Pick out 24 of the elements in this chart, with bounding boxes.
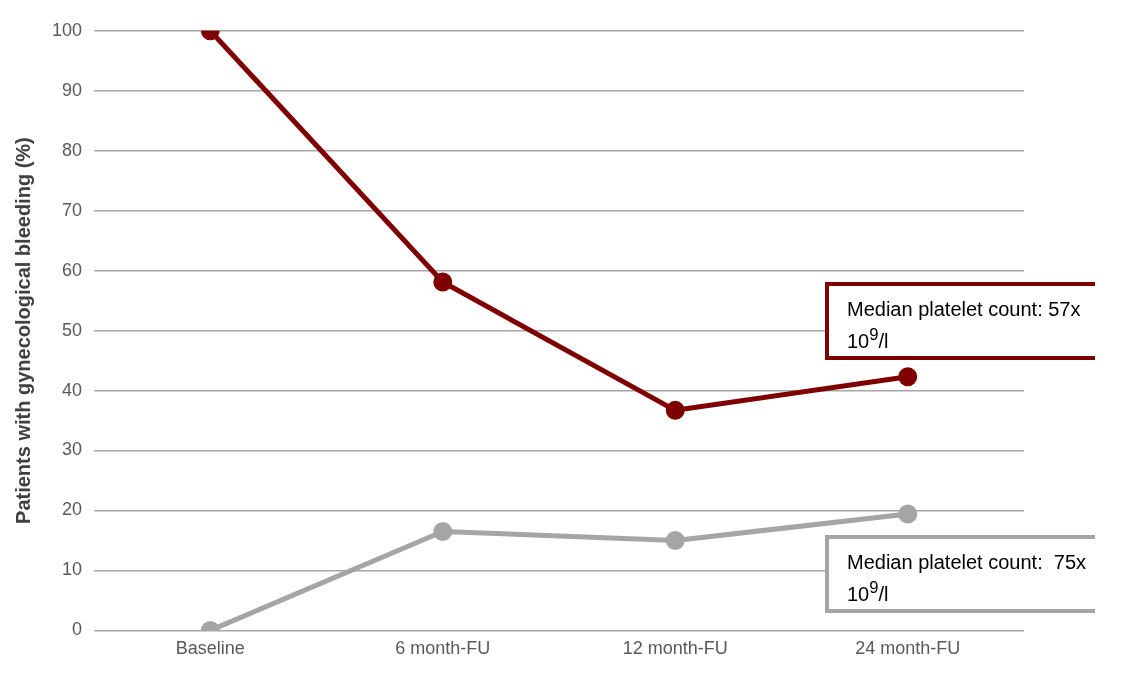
y-tick-label: 0 — [72, 619, 83, 640]
y-tick-label: 60 — [62, 259, 83, 280]
point — [433, 272, 453, 292]
y-tick-label: 100 — [51, 19, 83, 40]
point — [433, 521, 453, 541]
y-tick-label: 30 — [62, 439, 83, 460]
y-tick-label: 90 — [62, 79, 83, 100]
y-tick-label: 50 — [62, 319, 83, 340]
y-tick-label: 40 — [62, 379, 83, 400]
x-tick-label: 6 month-FU — [395, 638, 491, 659]
y-tick-label: 70 — [62, 199, 83, 220]
annotation: Median platelet count: 57x 10$^{9}$/l — [825, 282, 1095, 360]
point — [898, 504, 918, 524]
y-tick-label: 80 — [62, 139, 83, 160]
x-tick-label: 12 month-FU — [622, 638, 728, 659]
y-tick-label: 20 — [62, 499, 83, 520]
y-axis-title: Patients with gynecological bleeding (%) — [11, 137, 34, 524]
point — [898, 367, 918, 387]
point — [665, 400, 685, 420]
point — [665, 530, 685, 550]
annotation: Median platelet count: 75x 10$^{9}$/l — [825, 535, 1095, 613]
y-tick-label: 10 — [62, 559, 83, 580]
x-tick-label: Baseline — [175, 638, 245, 659]
x-tick-label: 24 month-FU — [855, 638, 961, 659]
